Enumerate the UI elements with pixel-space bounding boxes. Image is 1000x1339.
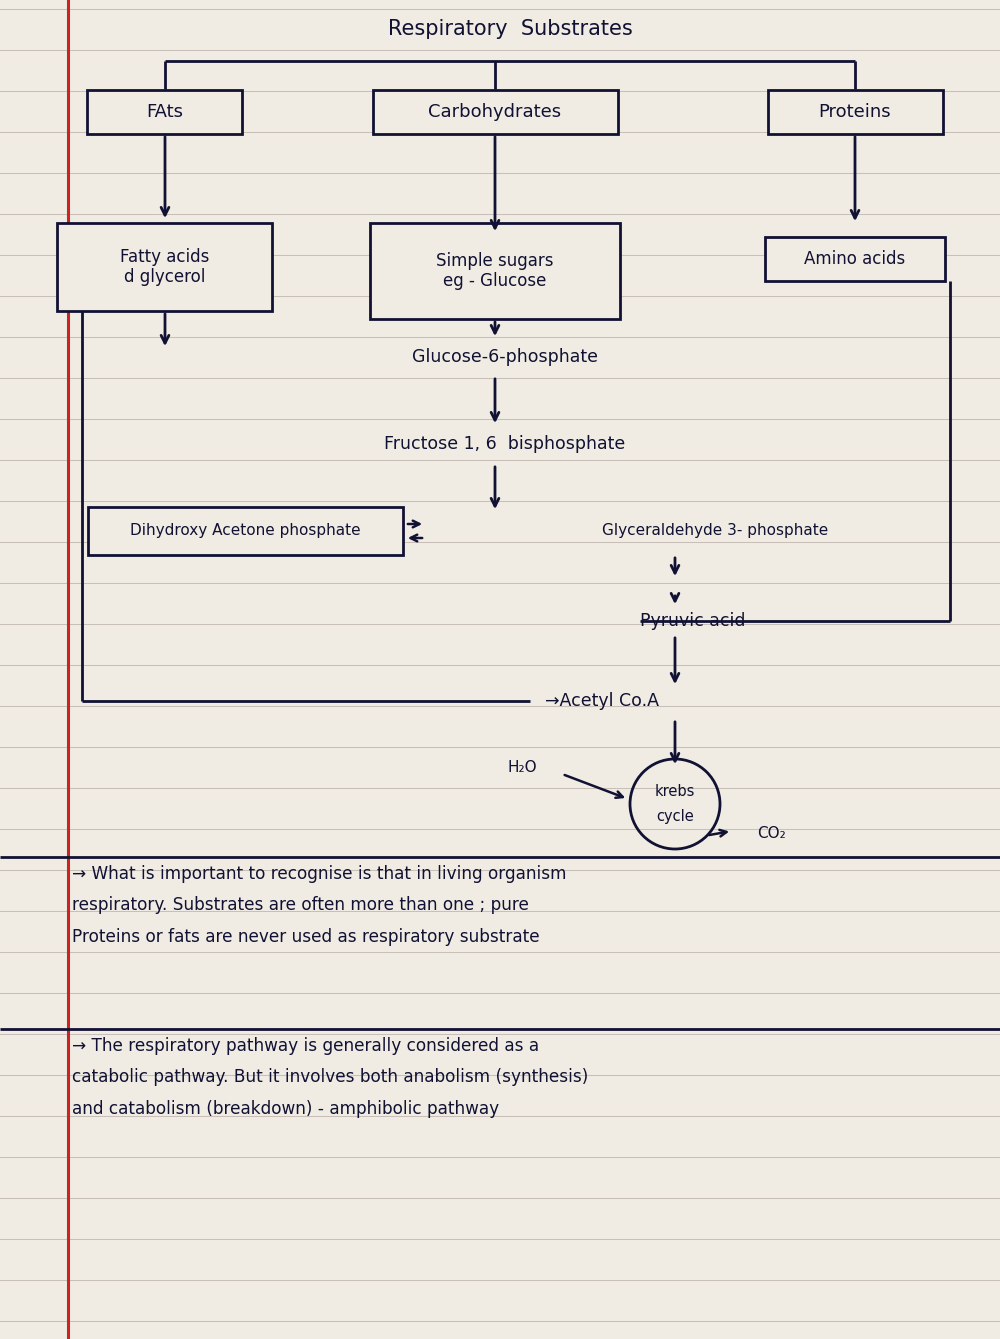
Text: Proteins: Proteins <box>819 103 891 121</box>
Text: Amino acids: Amino acids <box>804 250 906 268</box>
Text: krebs: krebs <box>655 785 695 799</box>
Text: Glucose-6-phosphate: Glucose-6-phosphate <box>412 348 598 366</box>
Text: FAts: FAts <box>146 103 184 121</box>
Text: Dihydroxy Acetone phosphate: Dihydroxy Acetone phosphate <box>130 524 360 538</box>
Text: Glyceraldehyde 3- phosphate: Glyceraldehyde 3- phosphate <box>602 524 828 538</box>
Text: Fatty acids
d glycerol: Fatty acids d glycerol <box>120 248 210 287</box>
Text: Fructose 1, 6  bisphosphate: Fructose 1, 6 bisphosphate <box>384 435 626 453</box>
Bar <box>88 90 242 134</box>
Text: Respiratory  Substrates: Respiratory Substrates <box>388 19 632 39</box>
Text: Carbohydrates: Carbohydrates <box>428 103 562 121</box>
Bar <box>88 507 403 554</box>
Bar <box>765 237 945 281</box>
Text: cycle: cycle <box>656 810 694 825</box>
Bar <box>370 224 620 319</box>
Text: Pyruvic acid: Pyruvic acid <box>640 612 746 631</box>
Text: → The respiratory pathway is generally considered as a
catabolic pathway. But it: → The respiratory pathway is generally c… <box>72 1036 588 1118</box>
Text: →Acetyl Co.A: →Acetyl Co.A <box>545 692 659 710</box>
Text: → What is important to recognise is that in living organism
respiratory. Substra: → What is important to recognise is that… <box>72 865 566 945</box>
Text: CO₂: CO₂ <box>758 826 786 841</box>
Text: Simple sugars
eg - Glucose: Simple sugars eg - Glucose <box>436 252 554 291</box>
Bar <box>768 90 943 134</box>
Bar <box>372 90 618 134</box>
Bar <box>57 224 272 311</box>
Text: H₂O: H₂O <box>507 759 537 774</box>
